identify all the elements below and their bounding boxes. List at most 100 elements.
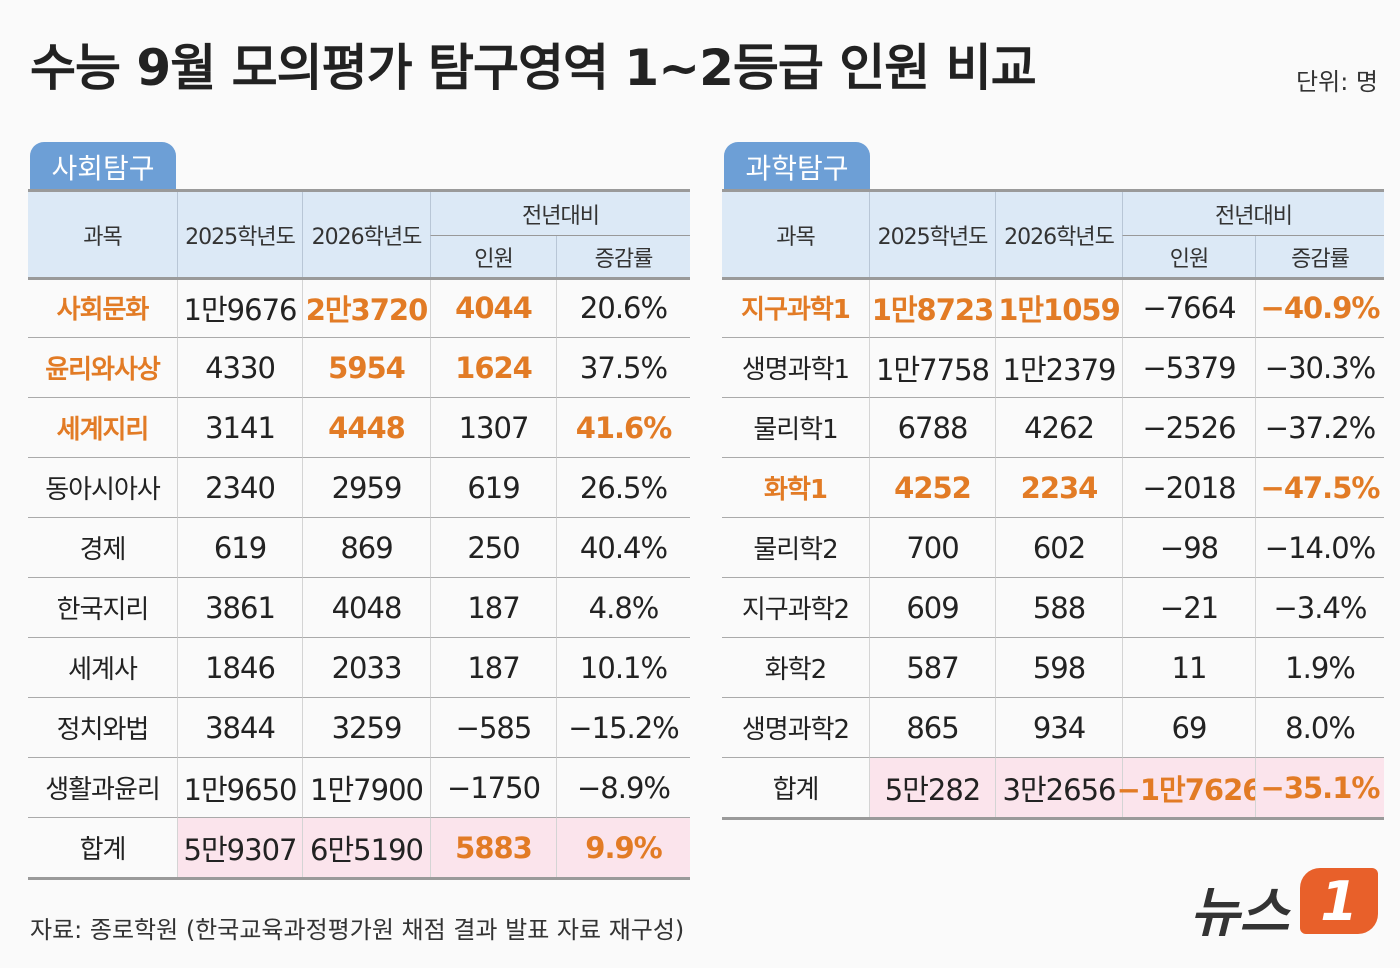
table-cell: −2526 bbox=[1122, 398, 1255, 458]
header-cell: 증감률 bbox=[556, 236, 690, 278]
table-cell: 187 bbox=[430, 638, 556, 698]
table-cell: 41.6% bbox=[556, 398, 690, 458]
table-cell: 화학2 bbox=[722, 638, 869, 698]
table-cell: 동아시아사 bbox=[28, 458, 177, 518]
tab: 사회탐구 bbox=[30, 142, 176, 192]
table-cell: 2340 bbox=[177, 458, 302, 518]
table-cell: 물리학2 bbox=[722, 518, 869, 578]
header-cell: 2026학년도 bbox=[995, 192, 1122, 278]
header-cell: 전년대비 bbox=[1122, 192, 1384, 236]
rule bbox=[722, 189, 1384, 192]
table-cell: 합계 bbox=[722, 758, 869, 818]
table-cell: 1.9% bbox=[1255, 638, 1384, 698]
table-cell: 3259 bbox=[302, 698, 430, 758]
rule bbox=[722, 817, 1384, 820]
table-cell: 1만1059 bbox=[995, 278, 1122, 338]
title: 수능 9월 모의평가 탐구영역 1~2등급 인원 비교 bbox=[30, 39, 1037, 97]
table-cell: −3.4% bbox=[1255, 578, 1384, 638]
logo-badge: 1 bbox=[1300, 868, 1378, 934]
table-cell: −47.5% bbox=[1255, 458, 1384, 518]
table-cell: 한국지리 bbox=[28, 578, 177, 638]
rule bbox=[28, 277, 690, 280]
table-cell: 지구과학1 bbox=[722, 278, 869, 338]
table-cell: 생활과윤리 bbox=[28, 758, 177, 818]
table-cell: 6만5190 bbox=[302, 818, 430, 878]
table-cell: 619 bbox=[177, 518, 302, 578]
table-cell: 587 bbox=[869, 638, 995, 698]
header-cell: 과목 bbox=[722, 192, 869, 278]
header-cell: 2026학년도 bbox=[302, 192, 430, 278]
table-cell: −14.0% bbox=[1255, 518, 1384, 578]
table-cell: −30.3% bbox=[1255, 338, 1384, 398]
table-cell: −2018 bbox=[1122, 458, 1255, 518]
table-cell: 2033 bbox=[302, 638, 430, 698]
table-cell: 경제 bbox=[28, 518, 177, 578]
table-cell: 정치와법 bbox=[28, 698, 177, 758]
table-cell: 5만9307 bbox=[177, 818, 302, 878]
table-cell: 4262 bbox=[995, 398, 1122, 458]
table-cell: −5379 bbox=[1122, 338, 1255, 398]
table-cell: 1만7900 bbox=[302, 758, 430, 818]
rule bbox=[28, 877, 690, 880]
table-cell: 2234 bbox=[995, 458, 1122, 518]
table-cell: 1307 bbox=[430, 398, 556, 458]
logo-text: 뉴스 bbox=[1190, 881, 1290, 944]
table-cell: 8.0% bbox=[1255, 698, 1384, 758]
table-cell: 생명과학2 bbox=[722, 698, 869, 758]
table-cell: 69 bbox=[1122, 698, 1255, 758]
header-cell: 증감률 bbox=[1255, 236, 1384, 278]
table-cell: 4048 bbox=[302, 578, 430, 638]
table-cell: 6788 bbox=[869, 398, 995, 458]
table-cell: 1만8723 bbox=[869, 278, 995, 338]
table-cell: 윤리와사상 bbox=[28, 338, 177, 398]
table-cell: 4044 bbox=[430, 278, 556, 338]
table-cell: 20.6% bbox=[556, 278, 690, 338]
header-cell: 전년대비 bbox=[430, 192, 690, 236]
table-cell: 934 bbox=[995, 698, 1122, 758]
table-cell: 1만9676 bbox=[177, 278, 302, 338]
table-cell: 1846 bbox=[177, 638, 302, 698]
table-cell: 세계사 bbox=[28, 638, 177, 698]
table-cell: −1750 bbox=[430, 758, 556, 818]
rule bbox=[722, 277, 1384, 280]
table-cell: −40.9% bbox=[1255, 278, 1384, 338]
source: 자료: 종로학원 (한국교육과정평가원 채점 결과 발표 자료 재구성) bbox=[30, 916, 685, 944]
rule bbox=[28, 189, 690, 192]
table-cell: 1624 bbox=[430, 338, 556, 398]
table-cell: −15.2% bbox=[556, 698, 690, 758]
table-cell: 1만2379 bbox=[995, 338, 1122, 398]
table-cell: 609 bbox=[869, 578, 995, 638]
header-cell: 인원 bbox=[1122, 236, 1255, 278]
table-cell: 3844 bbox=[177, 698, 302, 758]
table-cell: 화학1 bbox=[722, 458, 869, 518]
table-cell: 3861 bbox=[177, 578, 302, 638]
table-cell: −35.1% bbox=[1255, 758, 1384, 818]
table-cell: −7664 bbox=[1122, 278, 1255, 338]
header-cell: 과목 bbox=[28, 192, 177, 278]
table-cell: 1만9650 bbox=[177, 758, 302, 818]
table-cell: −98 bbox=[1122, 518, 1255, 578]
table-cell: 4252 bbox=[869, 458, 995, 518]
table-cell: 5883 bbox=[430, 818, 556, 878]
table-cell: 세계지리 bbox=[28, 398, 177, 458]
table-cell: 3141 bbox=[177, 398, 302, 458]
table-cell: 4330 bbox=[177, 338, 302, 398]
header-cell: 2025학년도 bbox=[177, 192, 302, 278]
table-cell: 619 bbox=[430, 458, 556, 518]
table-cell: −8.9% bbox=[556, 758, 690, 818]
table-cell: −585 bbox=[430, 698, 556, 758]
table-cell: 4448 bbox=[302, 398, 430, 458]
table-cell: 지구과학2 bbox=[722, 578, 869, 638]
table-cell: 2959 bbox=[302, 458, 430, 518]
table-cell: 187 bbox=[430, 578, 556, 638]
table-cell: 40.4% bbox=[556, 518, 690, 578]
table-cell: 250 bbox=[430, 518, 556, 578]
tab: 과학탐구 bbox=[724, 142, 870, 192]
table-cell: 602 bbox=[995, 518, 1122, 578]
table-cell: 10.1% bbox=[556, 638, 690, 698]
table-cell: 37.5% bbox=[556, 338, 690, 398]
table-cell: 869 bbox=[302, 518, 430, 578]
table-cell: 588 bbox=[995, 578, 1122, 638]
table-cell: 26.5% bbox=[556, 458, 690, 518]
table-cell: 사회문화 bbox=[28, 278, 177, 338]
